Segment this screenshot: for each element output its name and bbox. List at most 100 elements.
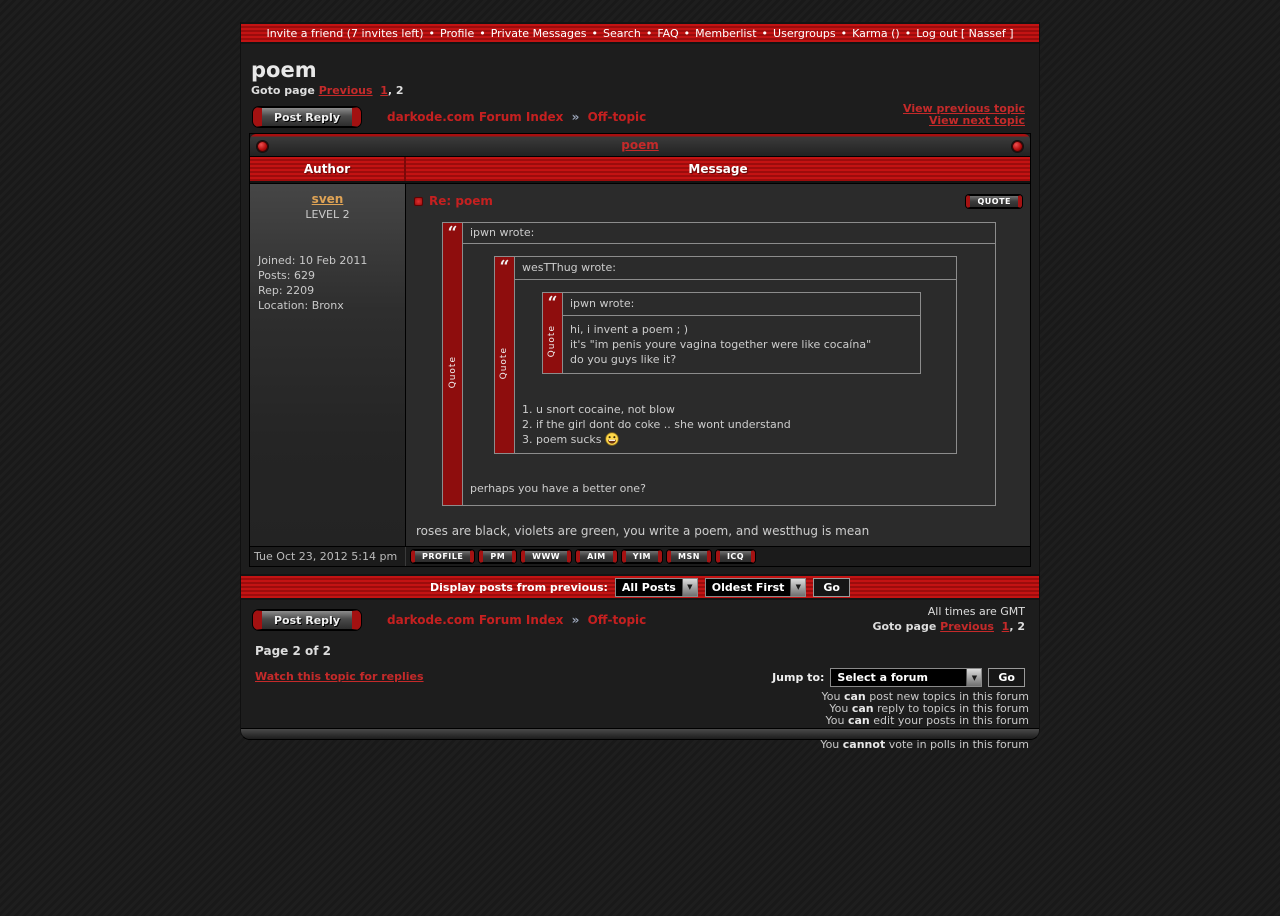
- posts-filter-select[interactable]: All Posts ▼: [614, 577, 698, 597]
- quote-vertical-label: Quote: [499, 347, 509, 380]
- nav-private-messages-link[interactable]: Private Messages: [490, 26, 587, 40]
- quote-middle-line: 2. if the girl dont do coke .. she wont …: [522, 418, 791, 431]
- breadcrumb-section-link[interactable]: Off-topic: [587, 613, 647, 627]
- goto-previous-link[interactable]: Previous: [940, 620, 994, 633]
- post-row: sven LEVEL 2 Joined: 10 Feb 2011 Posts: …: [250, 183, 1030, 546]
- display-posts-bar: Display posts from previous: All Posts ▼…: [241, 574, 1039, 600]
- goto-page-1-link[interactable]: 1: [1001, 620, 1010, 633]
- view-previous-topic-link[interactable]: View previous topic: [903, 102, 1025, 115]
- times-goto-block: All times are GMT Goto page Previous 1, …: [872, 604, 1025, 634]
- goto-comma: ,: [387, 84, 393, 97]
- quote-block-middle: “ Quote wesTThug wrote:: [494, 256, 957, 454]
- display-posts-label: Display posts from previous:: [430, 580, 608, 594]
- top-nav-bar: Invite a friend (7 invites left) • Profil…: [241, 22, 1039, 44]
- toolbar-row-top: Post Reply darkode.com Forum Index » Off…: [253, 103, 1027, 127]
- chevron-down-icon: ▼: [966, 669, 982, 686]
- author-posts: Posts: 629: [258, 269, 315, 282]
- nav-usergroups-link[interactable]: Usergroups: [773, 26, 836, 40]
- author-username-link[interactable]: sven: [311, 192, 344, 206]
- quote-block-inner: “ Quote ipwn wrote: hi, i invent a poem …: [542, 292, 921, 374]
- profile-button[interactable]: PROFILE: [411, 550, 475, 563]
- jump-to-select[interactable]: Select a forum ▼: [830, 668, 983, 687]
- all-times-label: All times are GMT: [927, 605, 1025, 618]
- breadcrumb-forum-index-link[interactable]: darkode.com Forum Index: [387, 613, 564, 627]
- display-go-button[interactable]: Go: [813, 577, 850, 597]
- breadcrumb-separator: »: [571, 613, 580, 627]
- jump-to-value: Select a forum: [837, 671, 928, 684]
- decorative-dot-right: [1012, 141, 1023, 152]
- quote-mark-icon: “: [547, 293, 558, 313]
- breadcrumb-bottom: darkode.com Forum Index » Off-topic: [387, 613, 646, 627]
- permission-line: You cannot vote in polls in this forum: [820, 738, 1029, 751]
- breadcrumb-forum-index-link[interactable]: darkode.com Forum Index: [387, 110, 564, 124]
- quote-body-middle: “ Quote ipwn wrote: hi, i invent a poem …: [515, 280, 956, 453]
- icq-button[interactable]: ICQ: [715, 550, 756, 563]
- spacer: [241, 567, 1039, 574]
- quote-middle-text: 1. u snort cocaine, not blow 2. if the g…: [522, 402, 949, 447]
- forum-page-container: Invite a friend (7 invites left) • Profil…: [240, 22, 1040, 751]
- topic-title-bar: poem: [250, 134, 1030, 157]
- nav-search-link[interactable]: Search: [603, 26, 641, 40]
- jump-go-button[interactable]: Go: [988, 668, 1025, 687]
- author-joined: Joined: 10 Feb 2011: [258, 254, 368, 267]
- post-reply-button[interactable]: Post Reply: [253, 107, 361, 127]
- profile-buttons-row: PROFILE PM WWW AIM YIM MSN ICQ: [406, 550, 756, 563]
- quote-inner-line: hi, i invent a poem ; ): [570, 323, 689, 336]
- nav-logout-link[interactable]: Log out [ Nassef ]: [916, 26, 1014, 40]
- author-location: Location: Bronx: [258, 299, 344, 312]
- view-topic-links: View previous topic View next topic: [903, 103, 1025, 127]
- table-header-row: Author Message: [250, 157, 1030, 183]
- posts-order-select[interactable]: Oldest First ▼: [704, 577, 807, 597]
- breadcrumb: darkode.com Forum Index » Off-topic: [387, 110, 646, 124]
- nav-separator: •: [591, 26, 599, 40]
- view-next-topic-link[interactable]: View next topic: [929, 114, 1025, 127]
- quote-middle-line: 1. u snort cocaine, not blow: [522, 403, 675, 416]
- author-level: LEVEL 2: [305, 208, 350, 221]
- page-title: poem: [251, 58, 317, 82]
- quote-vertical-label: Quote: [447, 356, 458, 389]
- post-reply-button-bottom[interactable]: Post Reply: [253, 610, 361, 630]
- post-subject: Re: poem: [429, 194, 493, 208]
- decorative-dot-left: [257, 141, 268, 152]
- nav-memberlist-link[interactable]: Memberlist: [695, 26, 757, 40]
- topic-table: poem Author Message sven LEVEL 2 Joined:…: [249, 133, 1031, 567]
- posts-filter-value: All Posts: [621, 580, 676, 594]
- topic-title-link[interactable]: poem: [621, 138, 659, 152]
- breadcrumb-section-link[interactable]: Off-topic: [587, 110, 647, 124]
- nav-profile-link[interactable]: Profile: [440, 26, 475, 40]
- quote-button[interactable]: QUOTE: [966, 195, 1022, 208]
- goto-previous-link[interactable]: Previous: [318, 84, 373, 97]
- nav-separator: •: [428, 26, 436, 40]
- permission-line: You can reply to topics in this forum: [829, 702, 1029, 715]
- nav-invite-link[interactable]: Invite a friend (7 invites left): [266, 26, 424, 40]
- post-footer-row: Tue Oct 23, 2012 5:14 pm PROFILE PM WWW …: [250, 546, 1030, 566]
- nav-karma-link[interactable]: Karma (): [852, 26, 900, 40]
- quote-header-inner: ipwn wrote:: [563, 293, 920, 316]
- author-details: Joined: 10 Feb 2011 Posts: 629 Rep: 2209…: [250, 253, 405, 313]
- yim-button[interactable]: YIM: [621, 550, 663, 563]
- msn-button[interactable]: MSN: [667, 550, 711, 563]
- nav-separator: •: [645, 26, 653, 40]
- nav-faq-link[interactable]: FAQ: [657, 26, 679, 40]
- post-bullet-icon: [414, 196, 423, 206]
- post-subject-row: Re: poem QUOTE: [414, 192, 1022, 210]
- forum-permissions: You can post new topics in this forum Yo…: [251, 691, 1029, 751]
- permission-line: You can edit your posts in this forum: [825, 714, 1029, 727]
- quote-body-inner: hi, i invent a poem ; ) it's "im penis y…: [563, 316, 920, 373]
- jump-to-label: Jump to:: [772, 671, 825, 684]
- quote-outer-tail-text: perhaps you have a better one?: [470, 482, 646, 495]
- quote-middle-line: 3. poem sucks: [522, 432, 949, 447]
- nav-separator: •: [479, 26, 486, 40]
- goto-current-page: 2: [395, 84, 404, 97]
- www-button[interactable]: WWW: [521, 550, 572, 563]
- quote-bar: “ Quote: [543, 293, 563, 373]
- goto-page-top: Goto page Previous 1, 2: [251, 84, 1029, 97]
- watch-topic-link[interactable]: Watch this topic for replies: [255, 670, 424, 683]
- chevron-down-icon: ▼: [681, 578, 697, 596]
- goto-page-1-link[interactable]: 1: [380, 84, 388, 97]
- aim-button[interactable]: AIM: [576, 550, 617, 563]
- quote-inner-line: it's "im penis youre vagina together wer…: [570, 338, 872, 351]
- pm-button[interactable]: PM: [479, 550, 517, 563]
- watch-jump-row: Watch this topic for replies Jump to: Se…: [253, 668, 1027, 687]
- quote-bar: “ Quote: [495, 257, 515, 453]
